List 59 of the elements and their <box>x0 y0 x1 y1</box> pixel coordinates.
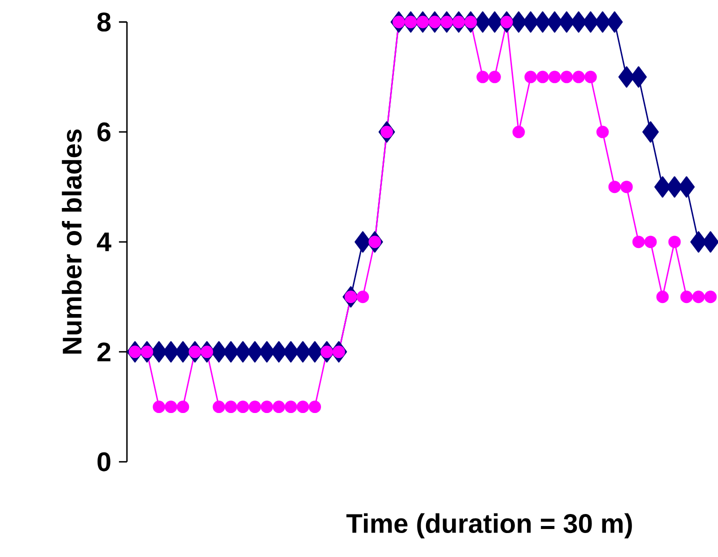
point <box>536 70 549 84</box>
point <box>548 70 561 84</box>
point <box>680 290 693 304</box>
y-tick-label: 4 <box>96 232 112 252</box>
point <box>152 400 166 414</box>
point <box>608 180 621 194</box>
point <box>476 70 489 84</box>
point <box>584 70 597 84</box>
point <box>464 16 477 28</box>
point <box>642 121 659 143</box>
point <box>668 236 681 248</box>
point <box>344 290 358 304</box>
point <box>560 70 573 84</box>
point <box>128 346 142 358</box>
point <box>428 16 441 28</box>
point <box>632 236 645 248</box>
point <box>176 400 190 414</box>
point <box>620 180 633 194</box>
point <box>272 400 286 414</box>
y-axis-title: Number of blades <box>62 130 82 354</box>
x-axis-title: Time (duration = 30 m) <box>346 513 632 538</box>
point <box>452 16 465 28</box>
point <box>440 16 453 28</box>
y-tick-label: 6 <box>97 122 110 142</box>
point <box>248 400 262 414</box>
point <box>356 290 369 304</box>
y-tick-label: 0 <box>98 452 110 472</box>
point <box>236 400 250 414</box>
point <box>308 400 322 414</box>
point <box>260 400 274 414</box>
point <box>416 16 429 28</box>
point <box>656 290 669 304</box>
point <box>392 16 405 28</box>
point <box>596 126 609 138</box>
point <box>380 126 393 138</box>
point <box>368 236 381 248</box>
point <box>500 16 513 28</box>
point <box>140 346 154 358</box>
point <box>354 231 371 253</box>
point <box>704 290 717 304</box>
point <box>224 400 238 414</box>
point <box>164 400 178 414</box>
point <box>296 400 310 414</box>
point <box>320 346 334 358</box>
y-tick-label: 8 <box>97 12 111 32</box>
point <box>512 126 525 138</box>
point <box>692 290 705 304</box>
point <box>524 70 537 84</box>
point <box>618 66 635 88</box>
point <box>332 346 346 358</box>
point <box>284 400 298 414</box>
point <box>572 70 585 84</box>
y-tick-label: 2 <box>97 342 110 362</box>
point <box>212 400 226 414</box>
point <box>404 16 417 28</box>
point <box>188 346 202 358</box>
point <box>644 236 657 248</box>
point <box>488 70 501 84</box>
point <box>200 346 214 358</box>
